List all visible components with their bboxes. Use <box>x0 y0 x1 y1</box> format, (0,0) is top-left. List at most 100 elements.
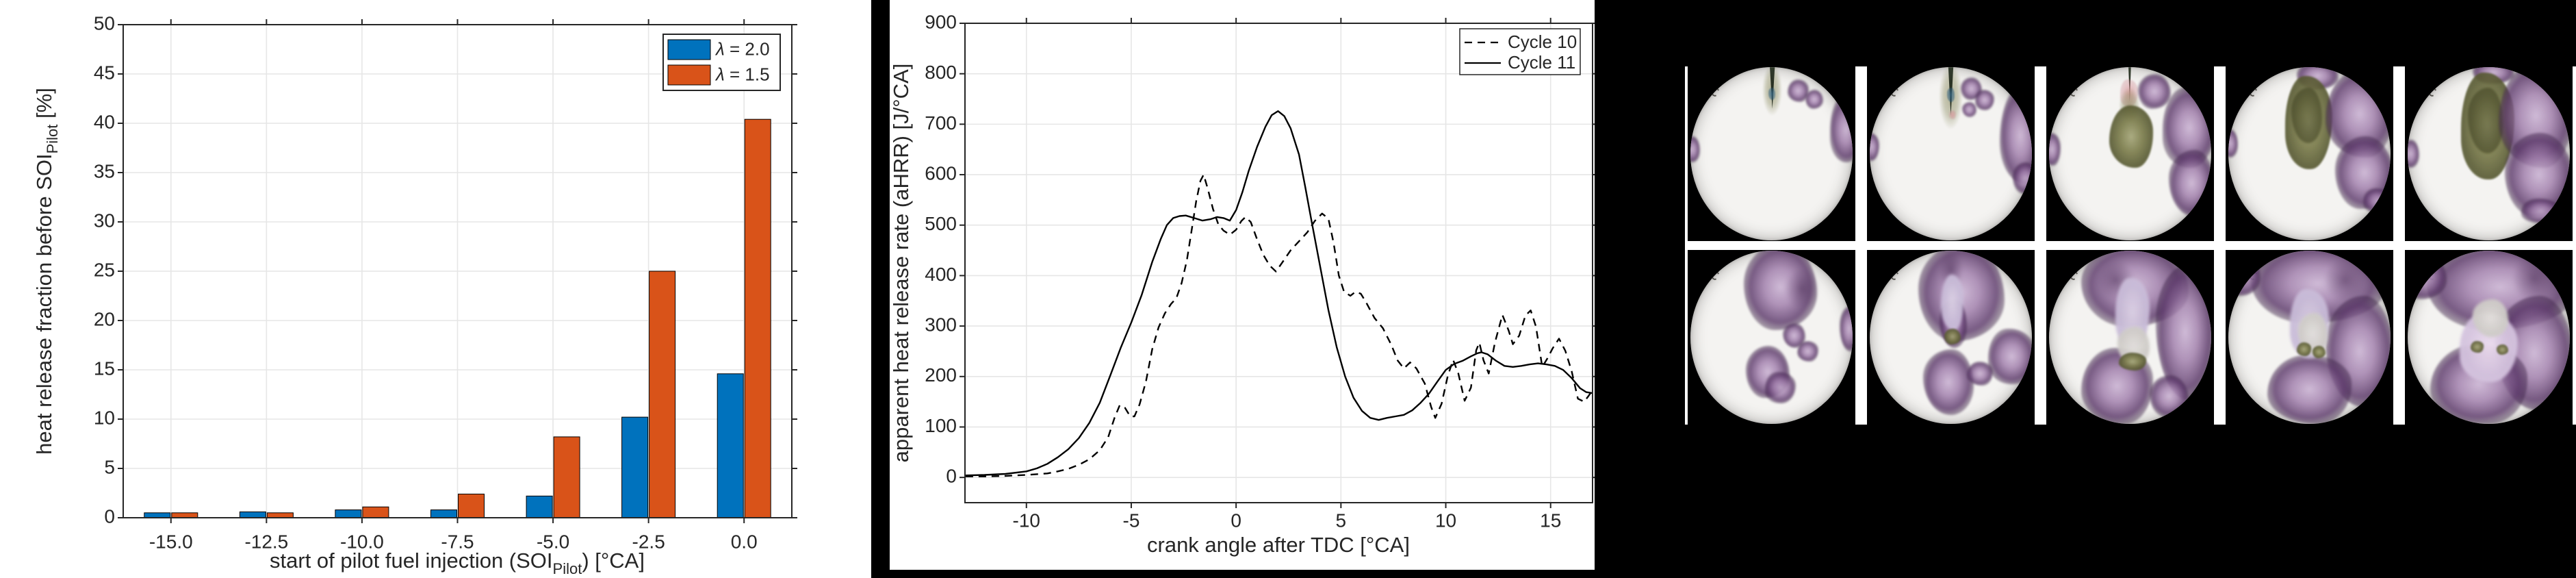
pilot-jet-region <box>1944 328 1961 344</box>
window-screw-mark <box>1710 86 1721 99</box>
y-tick-label: 20 <box>94 308 115 329</box>
bar <box>458 493 485 518</box>
window-screw-mark <box>2427 86 2438 99</box>
tspan-decor: Pilot <box>553 560 582 577</box>
ahrr-line-chart-figure: 0 100 200 300 400 500 600 700 800 900 -10 -5 0 5 10 15 c… <box>889 0 1598 570</box>
x-tick-label: 0.0 <box>731 531 758 552</box>
window-screw-mark <box>2068 86 2080 99</box>
legend-label: Cycle 11 <box>1508 52 1575 73</box>
y-tick-label: 40 <box>94 111 115 132</box>
combustion-frame-r2c4 <box>2226 250 2393 425</box>
cylinder-window <box>1690 251 1853 424</box>
pilot-jet-core <box>2467 88 2503 154</box>
combustion-frame-r1c3 <box>2046 66 2214 241</box>
flame-front-region <box>2408 140 2419 168</box>
pilot-jet-region <box>2497 344 2508 355</box>
pilot-jet-region <box>2313 346 2326 358</box>
flame-front-region <box>2138 74 2171 109</box>
flame-front-region <box>1690 136 1701 163</box>
tspan-decor: start of pilot fuel injection (SOI <box>270 549 553 573</box>
spray-core-tip <box>1946 88 1955 102</box>
y-tick-label: 35 <box>94 160 115 181</box>
y-tick-label: 700 <box>925 112 957 134</box>
bar <box>526 495 553 518</box>
cylinder-window <box>2408 251 2570 424</box>
y-tick-label: 200 <box>925 364 957 386</box>
tspan-decor: λ <box>714 64 725 84</box>
flame-front-region <box>1788 79 1809 102</box>
x-tick-label: -10.0 <box>340 531 384 552</box>
flame-front-region <box>2267 354 2352 424</box>
x-tick-label: 0 <box>1231 510 1241 531</box>
combustion-frame-r1c2 <box>1867 66 2035 241</box>
x-tick-label: -5.0 <box>537 531 569 552</box>
y-tick-label: 400 <box>925 264 957 285</box>
tspan-decor: ) [°CA] <box>582 549 645 573</box>
combustion-frame-r2c1 <box>1688 250 1855 425</box>
legend-swatch <box>667 39 711 60</box>
window-screw-mark <box>2247 86 2259 99</box>
tspan-decor: apparent heat release rate (aHRR) [J/°CA… <box>890 64 913 463</box>
x-tick-label: -15.0 <box>149 531 193 552</box>
plot-box <box>964 23 1593 503</box>
cylinder-window <box>2228 251 2391 424</box>
y-tick-label: 10 <box>94 407 115 428</box>
y-tick-label: 100 <box>925 415 957 436</box>
combustion-frame-r2c2 <box>1867 250 2035 425</box>
cylinder-window <box>2228 67 2391 240</box>
y-tick-label: 0 <box>946 466 957 487</box>
tspan-decor: heat release fraction before SOI <box>32 153 56 454</box>
tspan-decor: [%] <box>32 88 56 124</box>
bar <box>171 512 198 518</box>
soot-gray-region <box>2472 299 2508 338</box>
flame-front-region <box>1797 340 1819 362</box>
y-axis-label: heat release fraction before SOIPilot [%… <box>32 88 61 455</box>
x-axis-label: start of pilot fuel injection (SOIPilot)… <box>270 549 645 577</box>
y-tick-label: 50 <box>94 12 115 34</box>
legend-label: λ = 1.5 <box>714 64 770 84</box>
x-tick-label: -2.5 <box>632 531 665 552</box>
flame-front-region <box>1765 372 1796 403</box>
bar <box>335 510 362 518</box>
y-tick-label: 800 <box>925 62 957 83</box>
y-tick-label: 15 <box>94 357 115 379</box>
flame-front-region <box>1988 328 2032 384</box>
flame-front-region <box>2408 254 2447 299</box>
flame-front-region <box>2521 199 2560 223</box>
burned-gas-region <box>1941 275 1964 331</box>
y-axis-label: apparent heat release rate (aHRR) [J/°CA… <box>890 64 913 463</box>
y-tick-label: 500 <box>925 213 957 234</box>
y-tick-label: 600 <box>925 162 957 184</box>
spray-core-tip <box>1768 88 1776 101</box>
legend-label: Cycle 10 <box>1508 32 1577 52</box>
flame-front-region <box>1967 361 1994 386</box>
window-screw-mark <box>1889 86 1901 99</box>
flame-front-region <box>2228 129 2239 158</box>
bar-series-1 <box>171 118 771 518</box>
tspan-decor: = 2.0 <box>725 38 770 59</box>
bar <box>430 510 457 518</box>
cylinder-window <box>1870 251 2032 424</box>
bar <box>621 416 649 518</box>
legend-label: λ = 2.0 <box>714 38 770 59</box>
bar <box>266 512 294 518</box>
window-screw-mark <box>1889 270 1901 282</box>
x-tick-label: -10 <box>1013 510 1040 531</box>
cylinder-window <box>2049 251 2211 424</box>
window-screw-mark <box>2068 270 2080 282</box>
flame-front-region <box>1805 89 1824 109</box>
bar <box>362 506 389 518</box>
flame-dark-overlay <box>1779 261 1825 317</box>
x-tick-label: 10 <box>1435 510 1456 531</box>
tspan-decor: Pilot <box>44 125 61 154</box>
flame-front-region <box>1923 349 1974 416</box>
legend-box <box>1459 28 1581 75</box>
line-chart-svg: 0 100 200 300 400 500 600 700 800 900 -10 -5 0 5 10 15 c… <box>889 11 1598 557</box>
flame-front-region <box>2169 150 2211 216</box>
cylinder-window <box>2049 67 2211 240</box>
bar <box>744 118 771 518</box>
x-tick-label: -12.5 <box>244 531 288 552</box>
flame-front-region <box>2012 162 2032 194</box>
combustion-frame-r2c5 <box>2405 250 2573 425</box>
flame-front-region <box>2228 254 2261 296</box>
